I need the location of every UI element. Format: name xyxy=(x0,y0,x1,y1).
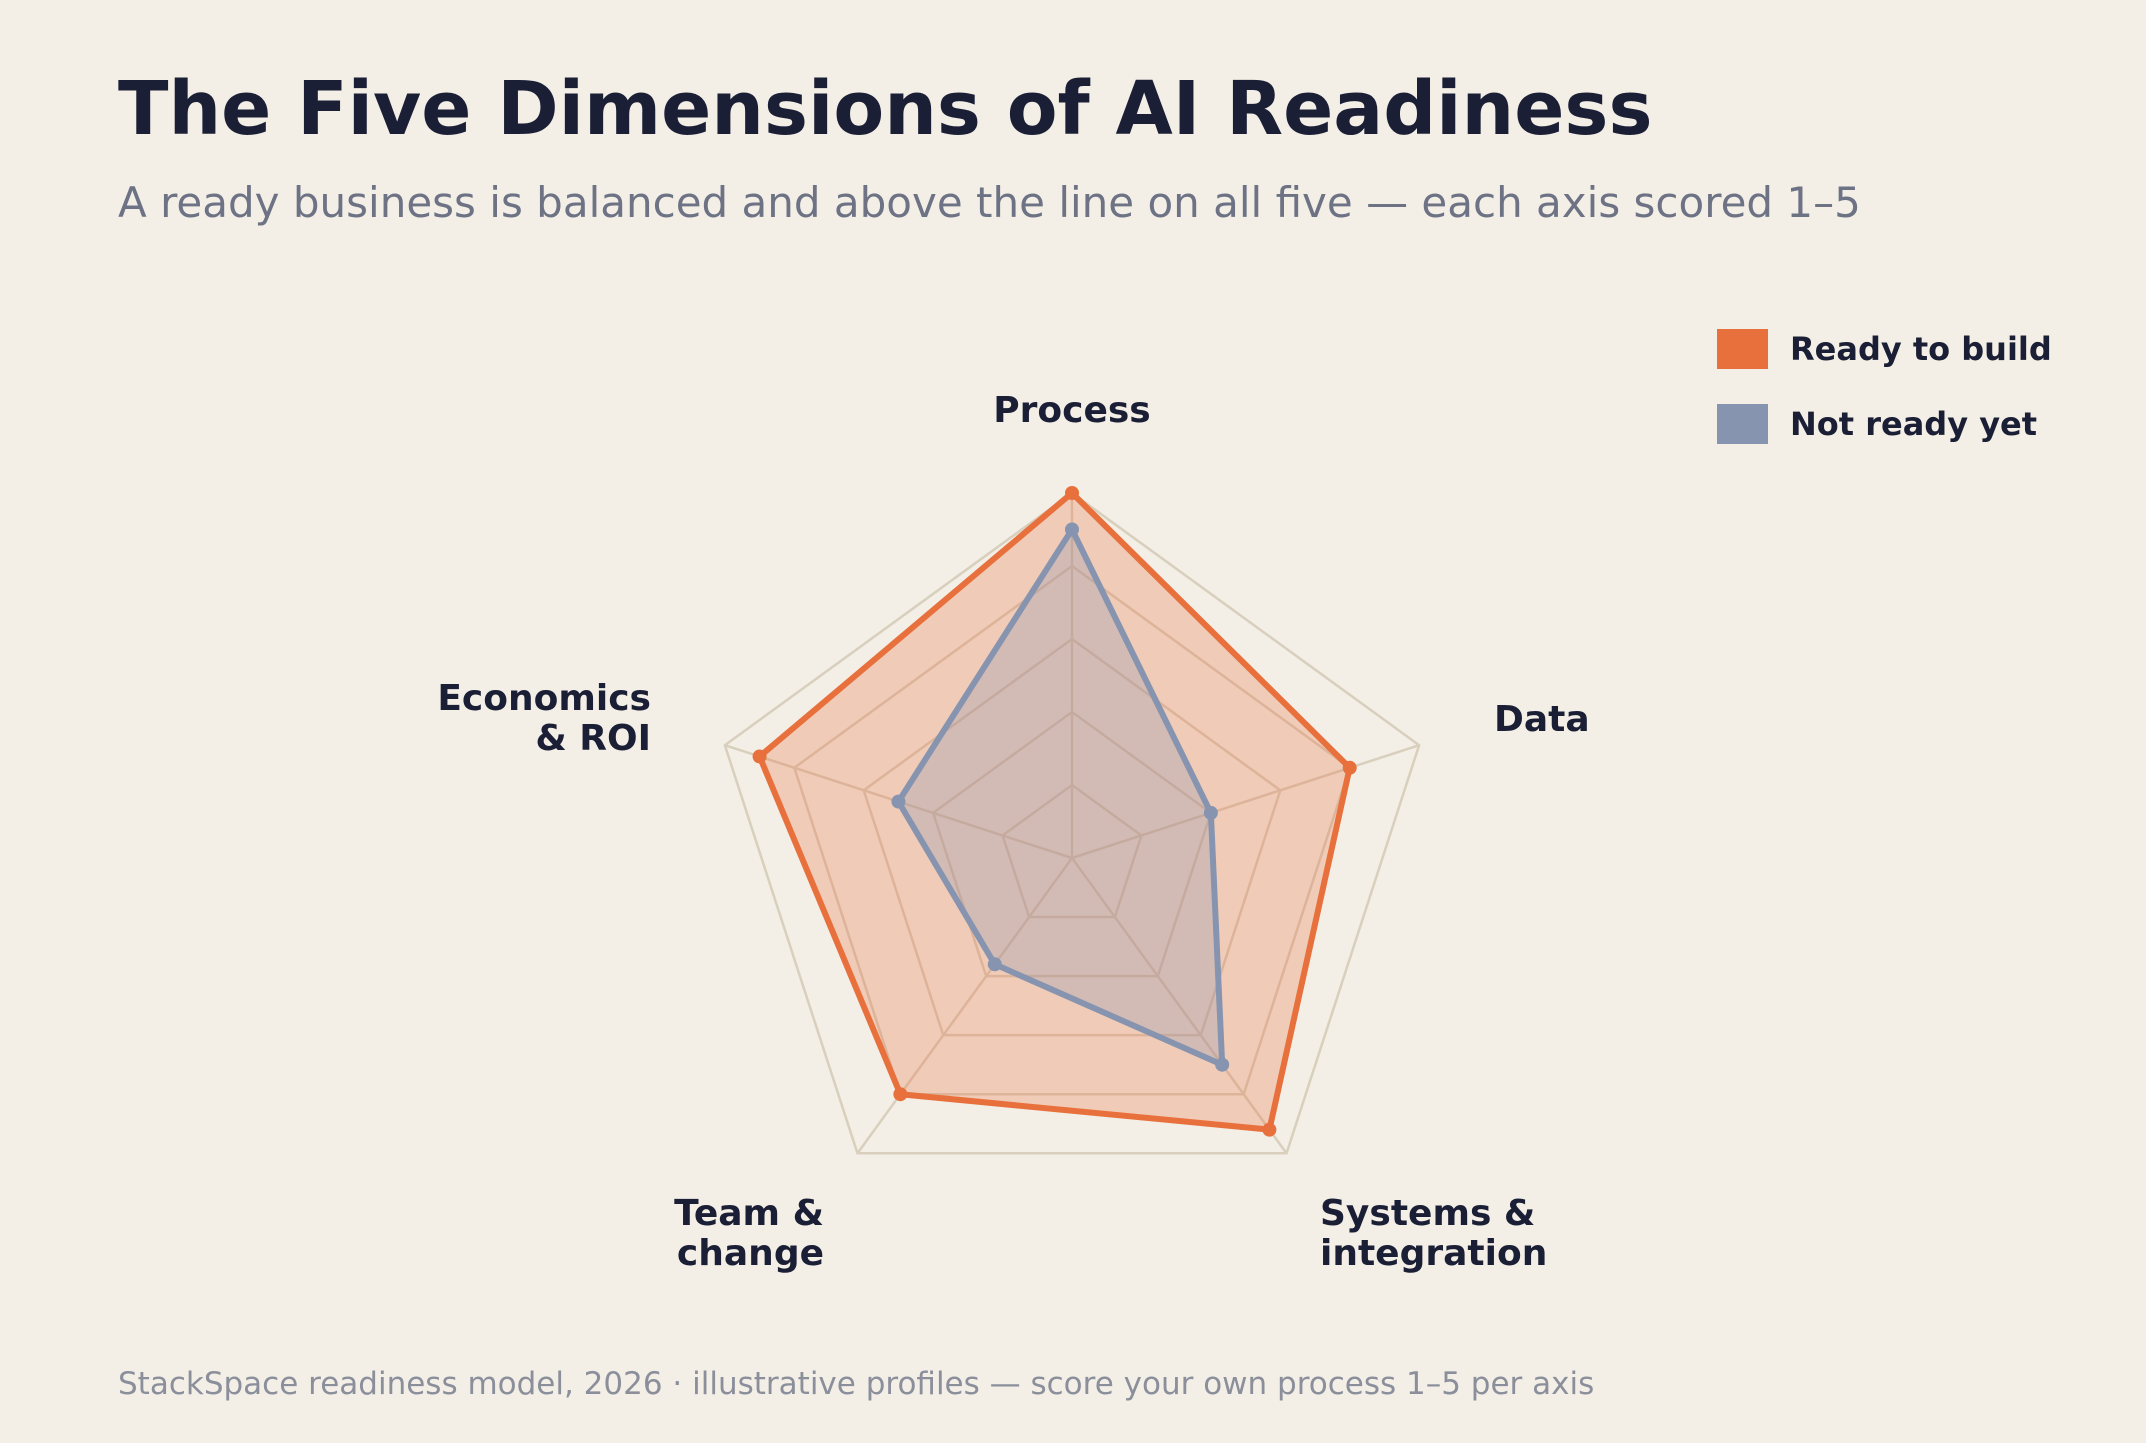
radar-spoke-4 xyxy=(856,857,1074,1155)
axis-label-2-line-1: Data xyxy=(1494,699,1590,740)
axis-label-5: Economics & ROI xyxy=(437,678,651,759)
legend-label-not-ready: Not ready yet xyxy=(1790,405,2038,443)
legend-item-ready: Ready to build xyxy=(1717,328,2052,370)
axis-label-5-line-1: Economics xyxy=(437,678,651,719)
radar-ring-5 xyxy=(723,491,1421,1155)
axis-label-3: Systems & integration xyxy=(1320,1193,1547,1274)
series-1-point-1 xyxy=(1065,486,1079,500)
axis-label-2: Data xyxy=(1494,699,1590,740)
series-2-point-2 xyxy=(1203,805,1218,820)
footnote: StackSpace readiness model, 2026 · illus… xyxy=(118,1366,1595,1402)
axis-label-1: Process xyxy=(993,390,1150,431)
series-2-point-1 xyxy=(1065,522,1079,537)
axis-label-4: Team & change xyxy=(674,1193,824,1274)
axis-label-5-line-2: & ROI xyxy=(535,718,651,759)
page-subtitle: A ready business is balanced and above t… xyxy=(118,178,1861,227)
legend-swatch-ready xyxy=(1717,329,1768,369)
radar-spoke-2 xyxy=(1071,744,1420,860)
legend-item-not-ready: Not ready yet xyxy=(1717,403,2052,445)
axis-label-4-line-1: Team & xyxy=(674,1193,824,1234)
series-1-point-5 xyxy=(752,749,767,764)
radar-grid xyxy=(723,491,1421,1155)
radar-ring-3 xyxy=(862,637,1282,1037)
legend-swatch-not-ready xyxy=(1717,404,1768,444)
series-1-point-2 xyxy=(1342,760,1357,775)
series-2-point-5 xyxy=(891,794,906,809)
radar-ring-4 xyxy=(792,564,1352,1096)
series-area-2 xyxy=(895,526,1226,1068)
radar-ring-2 xyxy=(931,710,1213,978)
series-2-point-4 xyxy=(987,957,1002,972)
radar-spoke-3 xyxy=(1070,857,1288,1155)
series-2-point-3 xyxy=(1215,1057,1230,1072)
radar-axis-labels: Process Data Systems & integration Team & cha… xyxy=(437,390,1589,1274)
series-area-1 xyxy=(756,490,1353,1133)
axis-label-4-line-2: change xyxy=(677,1233,824,1274)
radar-ring-1 xyxy=(1001,783,1143,919)
series-1-point-3 xyxy=(1262,1122,1277,1137)
legend-label-ready: Ready to build xyxy=(1790,330,2052,368)
axis-label-1-line-1: Process xyxy=(993,390,1150,431)
axis-label-3-line-2: integration xyxy=(1320,1233,1547,1274)
page-title: The Five Dimensions of AI Readiness xyxy=(118,66,1653,152)
radar-series xyxy=(752,486,1357,1137)
axis-label-3-line-1: Systems & xyxy=(1320,1193,1535,1234)
legend: Ready to build Not ready yet xyxy=(1717,328,2052,478)
series-1-point-4 xyxy=(893,1087,908,1102)
